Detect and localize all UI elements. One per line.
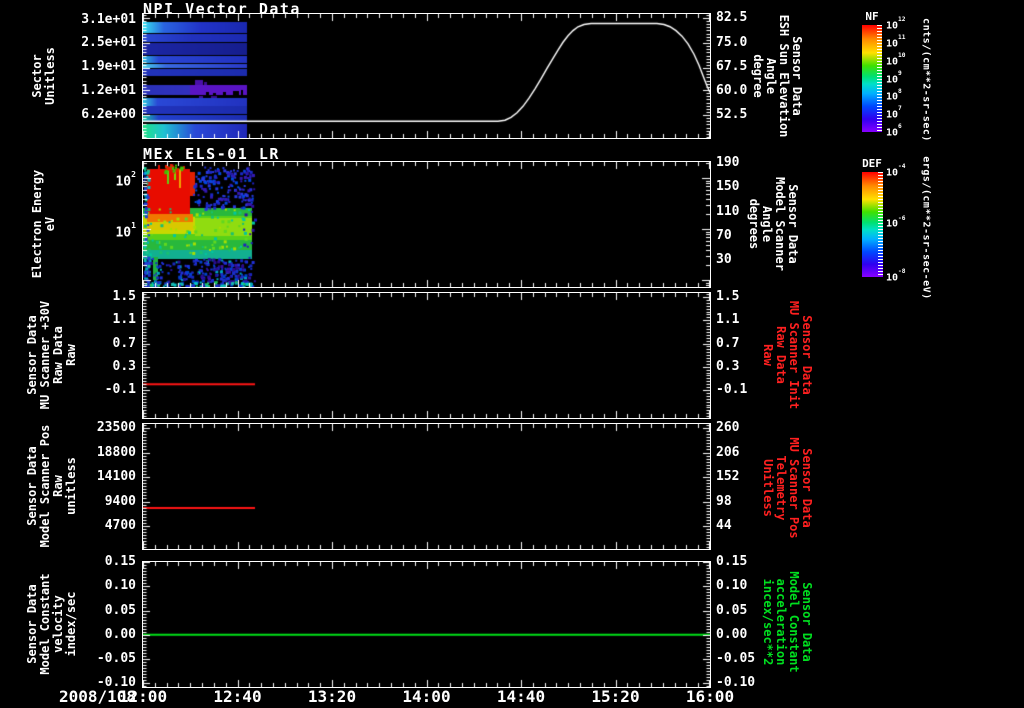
p1-right-tick-label: 67.5 <box>716 58 748 74</box>
nf-colorbar-tick-label: 1010 <box>886 51 906 67</box>
x-axis-tick-label: 14:40 <box>496 687 546 706</box>
p4-left-tick-label: 18800 <box>96 444 136 460</box>
def-colorbar <box>862 172 883 277</box>
p3-right-tick-label: 0.3 <box>716 358 740 374</box>
p4-right-tick-label: 152 <box>716 469 740 484</box>
p1-left-tick-label: 2.5e+01 <box>81 35 136 51</box>
def-colorbar-ticks <box>878 172 883 277</box>
p4-left-tick-label: 4700 <box>104 518 136 533</box>
def-colorbar-tick-label: 10-8 <box>886 268 906 284</box>
p1-left-tick-label: 3.1e+01 <box>81 11 136 27</box>
p1-right-tick-label: 60.0 <box>716 83 748 98</box>
x-axis-tick-label: 12:00 <box>118 687 168 706</box>
p5-right-tick-label: -0.10 <box>716 675 756 691</box>
nf-colorbar-tick-label: 1011 <box>886 34 906 50</box>
p3-left-tick-label: 1.5 <box>112 289 136 304</box>
p3-right-tick-label: 1.5 <box>716 289 740 304</box>
p5-right-tick-label: 0.00 <box>716 626 748 642</box>
p4-right-tick-label: 206 <box>716 444 740 460</box>
scanner-pos-plot-canvas <box>143 424 710 549</box>
p3-left-tick-label: 1.1 <box>112 312 136 328</box>
nf-colorbar-tick-label: 109 <box>886 69 902 85</box>
p3-right-tick-label: 1.1 <box>716 312 740 328</box>
p2-left-tick-label: 101 <box>115 220 136 241</box>
p5-right-tick-label: -0.05 <box>716 651 756 666</box>
p1-left-tick-label: 1.9e+01 <box>81 58 136 74</box>
nf-colorbar-tick-label: 106 <box>886 123 902 139</box>
p5-left-tick-label: -0.05 <box>96 651 136 666</box>
p1-right-tick-label: 75.0 <box>716 35 748 51</box>
def-colorbar-title: DEF <box>862 157 882 170</box>
p4-left-tick-label: 14100 <box>96 469 136 484</box>
p5-left-tick-label: -0.10 <box>96 675 136 691</box>
p4-left-tick-label: 23500 <box>96 420 136 435</box>
p5-right-tick-label: 0.15 <box>716 554 748 569</box>
p2-right-tick-label: 110 <box>716 203 740 219</box>
x-axis-tick-label: 14:00 <box>402 687 451 706</box>
p5-left-tick-label: 0.05 <box>104 602 136 618</box>
p1-left-tick-label: 6.2e+00 <box>81 107 136 123</box>
p2-right-tick-label: 190 <box>716 155 740 171</box>
panel1-frame <box>142 13 711 139</box>
p4-left-tick-label: 9400 <box>104 493 136 509</box>
def-colorbar-tick-label: 10-4 <box>886 163 906 179</box>
model-constant-plot-canvas <box>143 562 710 687</box>
nf-colorbar-title: NF <box>865 10 879 23</box>
p2-right-tick-label: 150 <box>716 179 740 195</box>
nf-colorbar-tick-label: 108 <box>886 87 902 103</box>
p3-right-tick-label: -0.1 <box>716 382 748 397</box>
panel2-title: MEx ELS-01 LR <box>143 145 280 163</box>
p2-right-tick-label: 70 <box>716 227 732 243</box>
x-axis-tick-label: 15:20 <box>591 687 640 706</box>
nf-colorbar-ticks <box>877 25 882 132</box>
p5-left-tick-label: 0.00 <box>104 626 136 642</box>
p3-left-tick-label: -0.1 <box>104 382 136 397</box>
p2-right-tick-label: 30 <box>716 251 732 267</box>
x-axis-tick-label: 16:00 <box>685 687 735 706</box>
p3-left-tick-label: 0.7 <box>112 335 136 351</box>
npi-spectrogram-canvas <box>143 14 710 138</box>
x-axis-tick-label: 13:20 <box>307 687 357 706</box>
mu-scanner-raw-plot-canvas <box>143 293 710 418</box>
p5-left-tick-label: 0.10 <box>104 578 136 594</box>
x-axis-tick-label: 12:40 <box>213 687 262 706</box>
panel3-frame <box>142 292 711 419</box>
p5-right-tick-label: 0.10 <box>716 578 748 594</box>
nf-colorbar-tick-label: 1012 <box>886 16 906 32</box>
p1-left-tick-label: 1.2e+01 <box>81 83 136 98</box>
panel4-frame <box>142 423 711 550</box>
p4-right-tick-label: 98 <box>716 493 732 509</box>
els-spectrogram-canvas <box>143 162 710 287</box>
p5-left-tick-label: 0.15 <box>104 554 136 569</box>
p2-left-tick-label: 102 <box>115 169 136 190</box>
p1-right-tick-label: 82.5 <box>716 9 748 25</box>
panel2-frame <box>142 161 711 288</box>
p1-right-tick-label: 52.5 <box>716 107 748 123</box>
panel5-frame <box>142 561 711 688</box>
p4-right-tick-label: 44 <box>716 518 732 533</box>
p3-right-tick-label: 0.7 <box>716 335 740 351</box>
p3-left-tick-label: 0.3 <box>112 358 136 374</box>
x-axis-date-label: 2008/108 <box>58 687 136 706</box>
nf-colorbar-tick-label: 107 <box>886 105 902 121</box>
p4-right-tick-label: 260 <box>716 420 740 435</box>
def-colorbar-tick-label: 10-6 <box>886 214 906 230</box>
p5-right-tick-label: 0.05 <box>716 602 748 618</box>
